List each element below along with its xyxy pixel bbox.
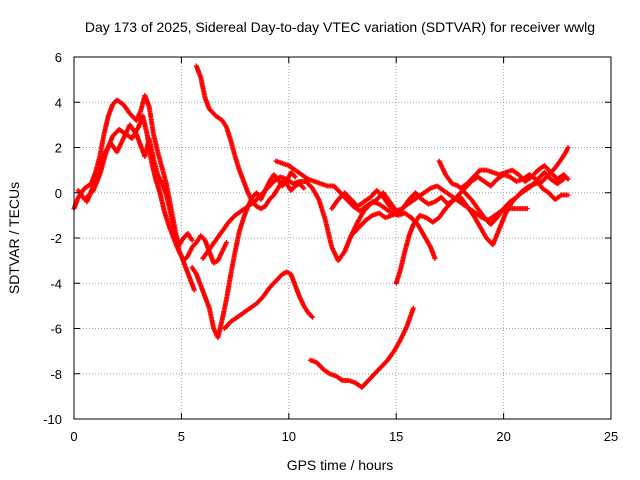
y-tick-label: 6 (55, 50, 62, 65)
y-tick-label: -4 (50, 276, 62, 291)
data-point (565, 192, 571, 198)
series-trace-8 (273, 158, 438, 261)
data-point (301, 185, 307, 191)
x-tick-label: 0 (70, 429, 77, 444)
y-tick-label: 0 (55, 186, 62, 201)
axis-ticks: 0 5 10 15 20 25 -10 -8 -6 -4 -2 0 2 4 6 (43, 50, 618, 444)
y-tick-label: -2 (50, 231, 62, 246)
data-point (410, 305, 416, 311)
series-trace-3 (84, 122, 195, 248)
data-point (565, 176, 571, 182)
series-trace-4 (193, 63, 307, 212)
y-axis-label: SDTVAR / TECUs (6, 182, 22, 294)
data-point (524, 206, 530, 212)
series-trace-14 (458, 163, 571, 191)
plot-data (71, 63, 571, 390)
data-point (191, 287, 197, 293)
chart-title: Day 173 of 2025, Sidereal Day-to-day VTE… (85, 19, 595, 35)
data-point (309, 314, 315, 320)
x-axis-label: GPS time / hours (287, 457, 394, 473)
y-tick-label: 4 (55, 95, 62, 110)
y-tick-label: -10 (43, 412, 62, 427)
data-point (189, 237, 195, 243)
series-trace-13 (436, 145, 571, 227)
series-trace-6 (221, 269, 315, 331)
x-tick-label: 20 (496, 429, 510, 444)
x-tick-label: 25 (604, 429, 618, 444)
x-tick-label: 10 (282, 429, 296, 444)
y-tick-label: -6 (50, 322, 62, 337)
grid (74, 57, 611, 419)
data-point (224, 240, 230, 246)
series-trace-9 (307, 305, 416, 390)
y-tick-label: -8 (50, 367, 62, 382)
x-tick-label: 5 (178, 429, 185, 444)
y-tick-label: 2 (55, 141, 62, 156)
data-point (565, 145, 571, 150)
x-tick-label: 15 (389, 429, 403, 444)
data-point (432, 255, 438, 261)
data-point (292, 174, 298, 180)
